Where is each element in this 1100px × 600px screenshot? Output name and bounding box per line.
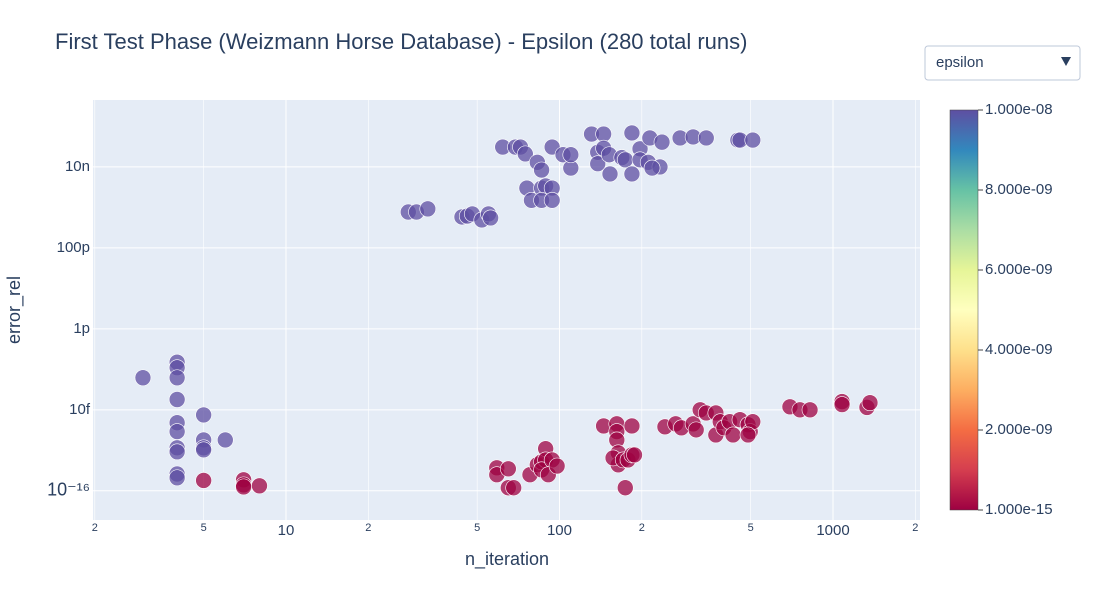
point	[626, 446, 643, 464]
point	[616, 479, 634, 497]
chart-title: First Test Phase (Weizmann Horse Databas…	[55, 29, 747, 54]
x-tick-label: 10	[278, 522, 295, 539]
point	[801, 401, 819, 419]
colorbar-tick-label: 2.000e-09	[985, 421, 1053, 438]
point	[601, 165, 619, 183]
dropdown-arrow[interactable]	[1061, 57, 1071, 66]
x-tick-label: 5	[201, 522, 207, 534]
point	[482, 209, 499, 227]
point	[616, 151, 634, 169]
point	[195, 472, 212, 489]
point	[168, 423, 186, 440]
point	[168, 391, 186, 408]
point	[744, 131, 762, 149]
point	[500, 460, 517, 478]
point	[235, 478, 252, 496]
point	[697, 129, 715, 147]
y-axis-title: error_rel	[4, 276, 25, 344]
colorbar-tick-label: 1.000e-15	[985, 501, 1053, 518]
x-tick-label: 2	[92, 522, 98, 534]
x-tick-label: 2	[639, 522, 645, 534]
y-tick-label: 10n	[65, 158, 90, 175]
point	[724, 426, 742, 444]
point	[653, 133, 671, 151]
plot-area	[93, 100, 920, 520]
y-tick-label: 10f	[69, 401, 91, 418]
colorbar	[949, 109, 979, 511]
dropdown-box[interactable]	[924, 45, 1081, 81]
x-tick-label: 5	[748, 522, 754, 534]
point	[168, 469, 186, 487]
point	[505, 479, 522, 497]
point	[533, 161, 550, 179]
x-tick-label: 100	[547, 522, 572, 539]
x-tick-label: 1000	[816, 522, 849, 539]
point	[134, 369, 152, 387]
x-tick-label: 5	[474, 522, 480, 534]
point	[623, 417, 641, 435]
point	[195, 441, 212, 459]
colorbar-tick-label: 4.000e-09	[985, 341, 1053, 358]
point	[419, 200, 437, 218]
colorbar-tick-label: 6.000e-09	[985, 261, 1053, 278]
point	[739, 426, 757, 444]
point	[168, 443, 186, 461]
colorbar-tick-label: 1.000e-08	[985, 101, 1053, 118]
y-tick-label: 1p	[73, 320, 90, 337]
x-tick-label: 2	[912, 522, 918, 534]
dropdown-label[interactable]: epsilon	[936, 54, 984, 71]
point	[623, 165, 641, 183]
point	[168, 369, 186, 387]
x-tick-label: 2	[365, 522, 371, 534]
point	[548, 457, 566, 475]
point	[517, 145, 534, 163]
point	[562, 146, 580, 164]
point	[195, 406, 212, 424]
point	[833, 396, 851, 413]
point	[251, 477, 268, 495]
point	[623, 124, 641, 142]
point	[216, 431, 234, 449]
y-tick-label: 10⁻¹⁶	[47, 480, 90, 500]
colorbar-tick-label: 8.000e-09	[985, 181, 1053, 198]
point	[589, 155, 607, 173]
y-tick-label: 100p	[57, 239, 90, 256]
point	[861, 394, 879, 412]
x-axis-title: n_iteration	[465, 549, 549, 570]
dropdown[interactable]: epsilon	[924, 45, 1081, 81]
point	[543, 191, 561, 209]
point	[595, 125, 612, 143]
point	[687, 421, 705, 439]
point	[643, 159, 661, 177]
